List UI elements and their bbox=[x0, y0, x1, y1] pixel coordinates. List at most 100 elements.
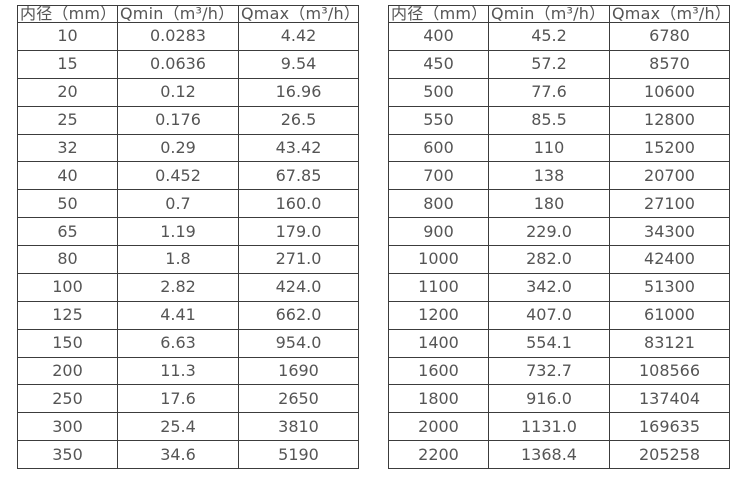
qmin-cell: 1.19 bbox=[117, 217, 239, 246]
qmax-cell: 662.0 bbox=[238, 300, 359, 330]
table-row: 10 0.0283 4.42 bbox=[17, 22, 359, 51]
table-row: 1400 554.1 83121 bbox=[388, 328, 730, 358]
diameter-cell: 50 bbox=[17, 189, 118, 219]
diameter-cell: 100 bbox=[17, 272, 118, 302]
qmin-cell: 6.63 bbox=[117, 328, 239, 358]
header-qmax: Qmax（m³/h） bbox=[609, 5, 730, 23]
qmin-cell: 1131.0 bbox=[488, 412, 610, 442]
diameter-cell: 125 bbox=[17, 300, 118, 330]
table-row: 250 17.6 2650 bbox=[17, 384, 359, 414]
header-qmin: Qmin（m³/h） bbox=[488, 5, 610, 23]
qmax-cell: 424.0 bbox=[238, 272, 359, 302]
qmax-cell: 51300 bbox=[609, 272, 730, 302]
diameter-cell: 1600 bbox=[388, 356, 489, 386]
qmax-cell: 8570 bbox=[609, 49, 730, 79]
table-row: 1600 732.7 108566 bbox=[388, 356, 730, 386]
table-row: 800 180 27100 bbox=[388, 189, 730, 219]
header-diameter: 内径（mm） bbox=[388, 5, 489, 23]
diameter-cell: 500 bbox=[388, 77, 489, 107]
table-body-small-diameters: 10 0.0283 4.42 15 0.0636 9.54 20 0.12 16.96 25 0.1… bbox=[17, 22, 359, 469]
qmax-cell: 26.5 bbox=[238, 105, 359, 135]
header-qmin: Qmin（m³/h） bbox=[117, 5, 239, 23]
qmax-cell: 15200 bbox=[609, 133, 730, 163]
qmin-cell: 0.0636 bbox=[117, 49, 239, 79]
table-row: 900 229.0 34300 bbox=[388, 217, 730, 246]
qmin-cell: 25.4 bbox=[117, 412, 239, 442]
qmax-cell: 83121 bbox=[609, 328, 730, 358]
qmin-cell: 0.452 bbox=[117, 161, 239, 191]
diameter-cell: 800 bbox=[388, 189, 489, 219]
header-row: 内径（mm） Qmin（m³/h） Qmax（m³/h） bbox=[388, 5, 730, 23]
qmin-cell: 45.2 bbox=[488, 22, 610, 51]
diameter-cell: 32 bbox=[17, 133, 118, 163]
diameter-cell: 15 bbox=[17, 49, 118, 79]
qmin-cell: 110 bbox=[488, 133, 610, 163]
qmin-cell: 554.1 bbox=[488, 328, 610, 358]
diameter-cell: 1800 bbox=[388, 384, 489, 414]
qmin-cell: 407.0 bbox=[488, 300, 610, 330]
qmax-cell: 179.0 bbox=[238, 217, 359, 246]
table-row: 150 6.63 954.0 bbox=[17, 328, 359, 358]
diameter-cell: 200 bbox=[17, 356, 118, 386]
qmax-cell: 271.0 bbox=[238, 245, 359, 274]
table-row: 25 0.176 26.5 bbox=[17, 105, 359, 135]
qmin-cell: 77.6 bbox=[488, 77, 610, 107]
table-row: 450 57.2 8570 bbox=[388, 49, 730, 79]
table-row: 40 0.452 67.85 bbox=[17, 161, 359, 191]
qmax-cell: 34300 bbox=[609, 217, 730, 246]
table-row: 700 138 20700 bbox=[388, 161, 730, 191]
qmin-cell: 0.0283 bbox=[117, 22, 239, 51]
diameter-cell: 40 bbox=[17, 161, 118, 191]
qmin-cell: 180 bbox=[488, 189, 610, 219]
qmin-cell: 0.176 bbox=[117, 105, 239, 135]
qmax-cell: 6780 bbox=[609, 22, 730, 51]
table-row: 50 0.7 160.0 bbox=[17, 189, 359, 219]
header-qmax: Qmax（m³/h） bbox=[238, 5, 359, 23]
diameter-cell: 1000 bbox=[388, 245, 489, 274]
diameter-cell: 20 bbox=[17, 77, 118, 107]
diameter-cell: 900 bbox=[388, 217, 489, 246]
qmin-cell: 342.0 bbox=[488, 272, 610, 302]
qmin-cell: 732.7 bbox=[488, 356, 610, 386]
diameter-cell: 1100 bbox=[388, 272, 489, 302]
qmax-cell: 108566 bbox=[609, 356, 730, 386]
qmax-cell: 27100 bbox=[609, 189, 730, 219]
diameter-cell: 10 bbox=[17, 22, 118, 51]
qmax-cell: 137404 bbox=[609, 384, 730, 414]
qmin-cell: 916.0 bbox=[488, 384, 610, 414]
table-row: 350 34.6 5190 bbox=[17, 440, 359, 469]
table-row: 300 25.4 3810 bbox=[17, 412, 359, 442]
qmax-cell: 1690 bbox=[238, 356, 359, 386]
diameter-cell: 250 bbox=[17, 384, 118, 414]
table-row: 1100 342.0 51300 bbox=[388, 272, 730, 302]
qmin-cell: 229.0 bbox=[488, 217, 610, 246]
qmax-cell: 954.0 bbox=[238, 328, 359, 358]
qmin-cell: 57.2 bbox=[488, 49, 610, 79]
diameter-cell: 400 bbox=[388, 22, 489, 51]
table-row: 600 110 15200 bbox=[388, 133, 730, 163]
qmin-cell: 17.6 bbox=[117, 384, 239, 414]
qmax-cell: 10600 bbox=[609, 77, 730, 107]
qmax-cell: 67.85 bbox=[238, 161, 359, 191]
table-row: 65 1.19 179.0 bbox=[17, 217, 359, 246]
table-row: 1200 407.0 61000 bbox=[388, 300, 730, 330]
table-row: 200 11.3 1690 bbox=[17, 356, 359, 386]
table-row: 15 0.0636 9.54 bbox=[17, 49, 359, 79]
qmin-cell: 0.12 bbox=[117, 77, 239, 107]
qmax-cell: 16.96 bbox=[238, 77, 359, 107]
diameter-cell: 150 bbox=[17, 328, 118, 358]
diameter-cell: 700 bbox=[388, 161, 489, 191]
qmax-cell: 4.42 bbox=[238, 22, 359, 51]
qmax-cell: 12800 bbox=[609, 105, 730, 135]
diameter-cell: 550 bbox=[388, 105, 489, 135]
diameter-cell: 2200 bbox=[388, 440, 489, 469]
header-diameter: 内径（mm） bbox=[17, 5, 118, 23]
table-row: 1800 916.0 137404 bbox=[388, 384, 730, 414]
diameter-cell: 350 bbox=[17, 440, 118, 469]
header-row: 内径（mm） Qmin（m³/h） Qmax（m³/h） bbox=[17, 5, 359, 23]
diameter-cell: 600 bbox=[388, 133, 489, 163]
qmax-cell: 43.42 bbox=[238, 133, 359, 163]
qmax-cell: 205258 bbox=[609, 440, 730, 469]
qmax-cell: 169635 bbox=[609, 412, 730, 442]
table-row: 32 0.29 43.42 bbox=[17, 133, 359, 163]
